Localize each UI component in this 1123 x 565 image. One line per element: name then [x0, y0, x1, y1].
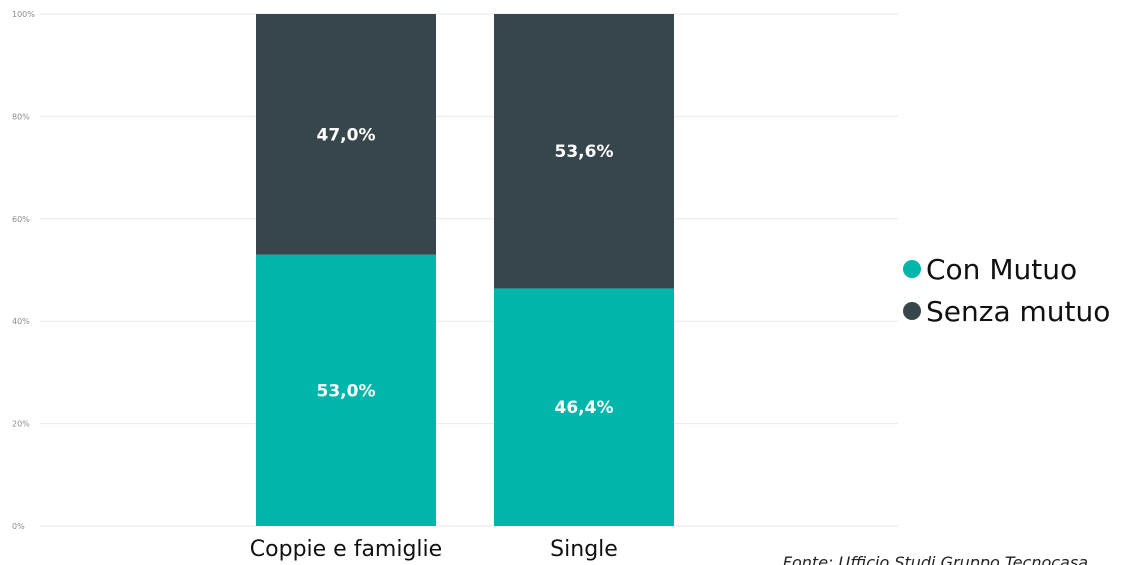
bar-segment	[494, 288, 674, 526]
data-label: 53,6%	[555, 142, 614, 162]
data-labels: 53,0% 47,0% 46,4% 53,6%	[317, 125, 614, 418]
bar-segment	[494, 14, 674, 289]
category-label: Single	[550, 537, 618, 562]
bar-segment	[256, 254, 436, 526]
data-label: 53,0%	[317, 381, 376, 401]
y-tick-label: 80%	[12, 112, 30, 121]
y-gridlines	[40, 13, 898, 527]
data-label: 47,0%	[317, 125, 376, 145]
legend-label: Con Mutuo	[926, 253, 1077, 286]
y-tick-label: 100%	[12, 10, 35, 19]
legend-marker	[903, 260, 921, 278]
x-axis-category-labels: Coppie e famiglie Single	[250, 537, 618, 562]
y-axis-tick-labels: 0% 20% 40% 60% 80% 100%	[12, 10, 35, 531]
legend-label: Senza mutuo	[926, 295, 1110, 328]
data-label: 46,4%	[555, 398, 614, 418]
y-tick-label: 60%	[12, 215, 30, 224]
bars	[256, 14, 674, 526]
bar-segment	[256, 14, 436, 255]
y-tick-label: 40%	[12, 317, 30, 326]
category-label: Coppie e famiglie	[250, 537, 442, 562]
legend-marker	[903, 302, 921, 320]
legend: Con Mutuo Senza mutuo	[903, 253, 1110, 328]
source-note: Fonte: Ufficio Studi Gruppo Tecnocasa	[783, 553, 1088, 565]
y-tick-label: 20%	[12, 420, 30, 429]
y-tick-label: 0%	[12, 522, 25, 531]
